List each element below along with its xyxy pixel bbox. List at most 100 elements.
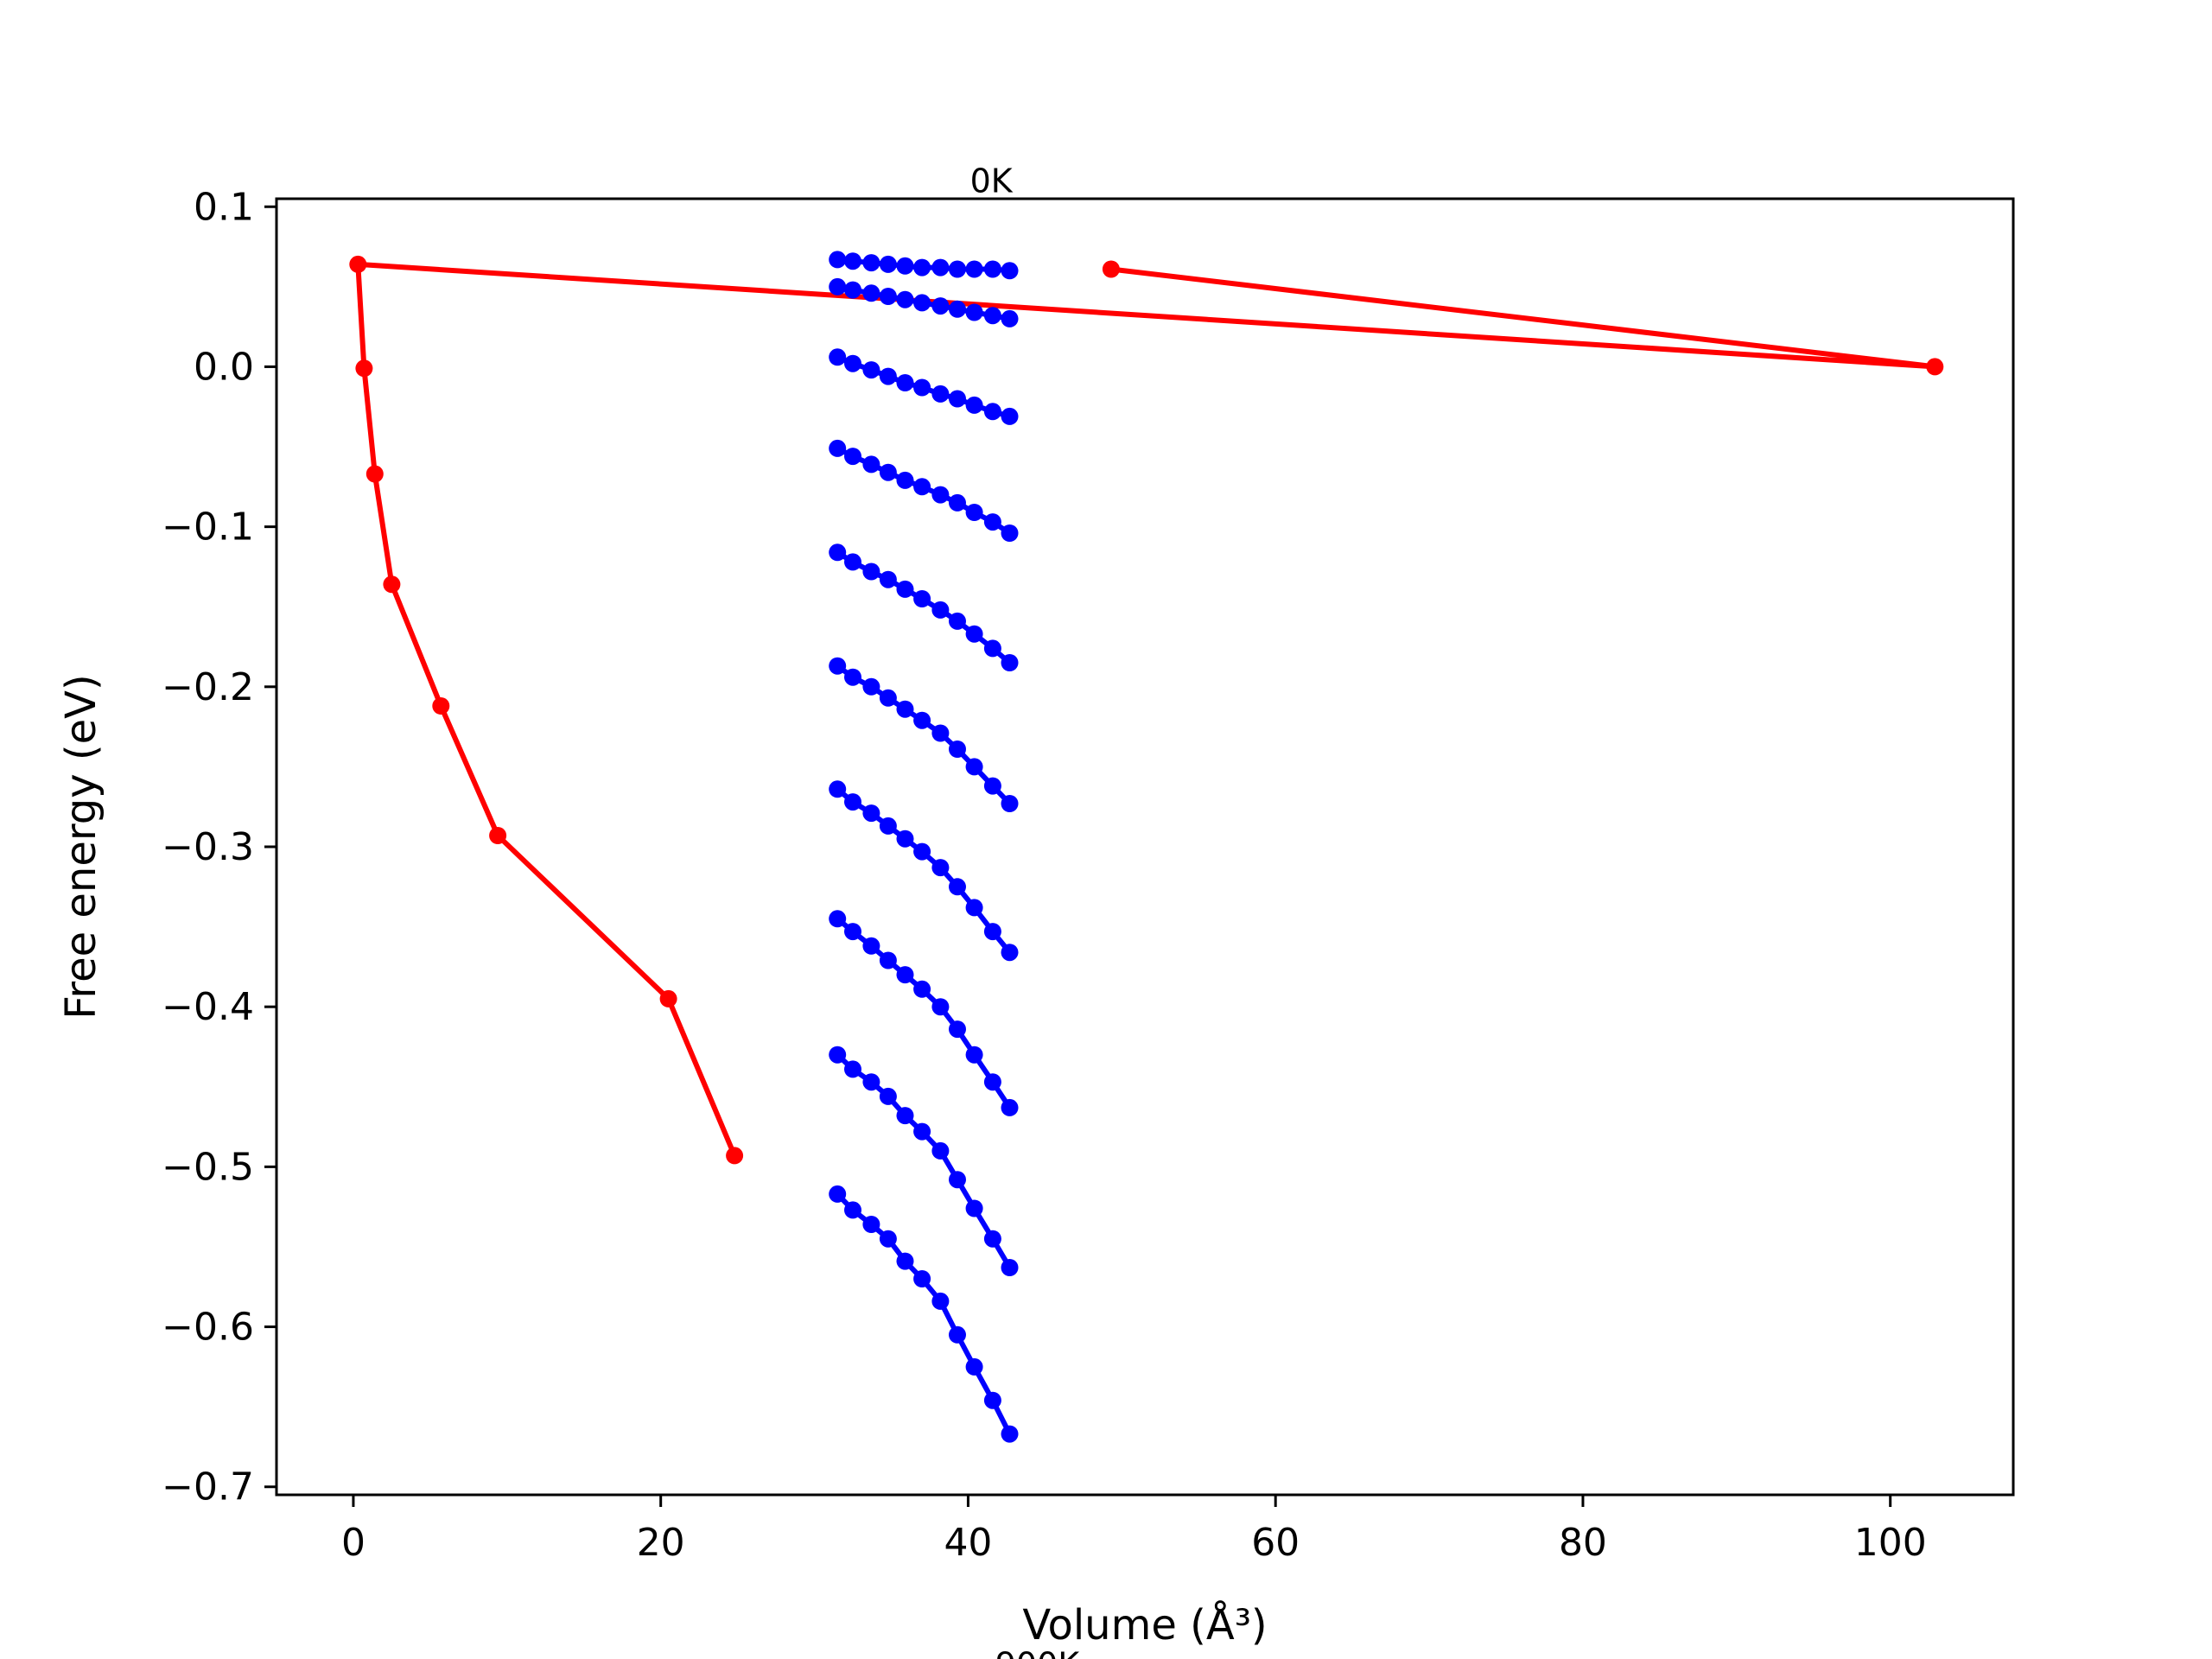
series-4-point bbox=[829, 439, 847, 457]
series-6-point bbox=[1001, 795, 1019, 812]
x-tick-label: 80 bbox=[1559, 1521, 1607, 1565]
series-0-point bbox=[1102, 260, 1120, 278]
series-8-point bbox=[949, 1020, 966, 1039]
series-4-point bbox=[1001, 524, 1019, 542]
series-1-point bbox=[913, 258, 931, 276]
y-tick-label: −0.2 bbox=[162, 665, 254, 709]
series-4-point bbox=[965, 504, 983, 521]
series-2-point bbox=[896, 290, 914, 308]
x-tick-label: 0 bbox=[341, 1521, 365, 1565]
series-10-point bbox=[896, 1252, 914, 1270]
series-3-point bbox=[1001, 407, 1019, 425]
series-7-point bbox=[965, 899, 983, 917]
series-2-point bbox=[862, 284, 880, 302]
series-10-point bbox=[949, 1325, 966, 1344]
series-6-point bbox=[829, 657, 847, 675]
series-1-point bbox=[1001, 262, 1019, 280]
series-8-point bbox=[896, 966, 914, 984]
series-10-point bbox=[862, 1216, 880, 1233]
series-4-point bbox=[879, 463, 897, 481]
series-9-point bbox=[931, 1141, 950, 1160]
series-5-point bbox=[931, 601, 950, 619]
series-9-point bbox=[879, 1087, 897, 1105]
series-9-point bbox=[862, 1073, 880, 1091]
series-1-point bbox=[983, 260, 1001, 278]
x-tick-label: 100 bbox=[1854, 1521, 1927, 1565]
series-layer bbox=[349, 251, 1944, 1443]
series-1-point bbox=[862, 254, 880, 272]
series-5-point bbox=[983, 639, 1001, 658]
series-6-point bbox=[913, 711, 931, 729]
series-2-point bbox=[949, 300, 966, 318]
series-7-point bbox=[983, 923, 1001, 941]
series-10-point bbox=[913, 1270, 931, 1287]
y-axis-label: Free energy (eV) bbox=[57, 674, 105, 1019]
x-tick-label: 60 bbox=[1251, 1521, 1300, 1565]
series-3-point bbox=[829, 348, 847, 366]
series-9-point bbox=[913, 1122, 931, 1141]
series-2-point bbox=[913, 294, 931, 312]
series-7-point bbox=[1001, 944, 1019, 962]
series-5-point bbox=[1001, 654, 1019, 671]
series-9-point bbox=[829, 1046, 847, 1064]
series-8-point bbox=[965, 1046, 983, 1064]
series-8-point bbox=[879, 951, 897, 969]
series-2-point bbox=[1001, 309, 1019, 327]
annotations: 0K 900K bbox=[970, 162, 1081, 1659]
series-5-point bbox=[913, 590, 931, 607]
series-10-point bbox=[829, 1185, 847, 1203]
series-4-point bbox=[949, 493, 966, 512]
series-8-point bbox=[931, 998, 950, 1016]
series-5-point bbox=[829, 543, 847, 562]
series-10-point bbox=[1001, 1425, 1019, 1443]
x-axis-ticks: 0 20 40 60 80 100 bbox=[341, 1495, 1927, 1565]
series-0-point bbox=[349, 255, 367, 273]
series-3-point bbox=[931, 385, 950, 403]
series-10-point bbox=[983, 1391, 1001, 1409]
y-tick-label: −0.7 bbox=[162, 1465, 254, 1510]
series-2-point bbox=[844, 281, 861, 299]
x-axis-label: Volume (Å³) bbox=[1022, 1600, 1267, 1649]
y-tick-label: 0.0 bbox=[194, 345, 254, 389]
series-3-point bbox=[913, 378, 931, 397]
series-7-point bbox=[913, 842, 931, 861]
series-4-point bbox=[896, 471, 914, 489]
series-1-point bbox=[949, 260, 966, 278]
series-2-point bbox=[983, 307, 1001, 325]
series-6-point bbox=[844, 668, 861, 686]
series-8-point bbox=[844, 923, 861, 941]
series-4-point bbox=[913, 478, 931, 496]
series-9-point bbox=[949, 1171, 966, 1189]
series-4-point bbox=[862, 455, 880, 474]
series-9-point bbox=[983, 1230, 1001, 1248]
series-4-point bbox=[983, 513, 1001, 531]
series-0-line bbox=[355, 261, 1938, 1157]
series-10-point bbox=[879, 1230, 897, 1248]
series-3-point bbox=[862, 361, 880, 379]
series-0-point bbox=[355, 359, 373, 378]
series-8-point bbox=[862, 937, 880, 955]
series-6-point bbox=[879, 689, 897, 707]
series-2-point bbox=[829, 277, 847, 296]
series-0-point bbox=[365, 465, 384, 483]
series-2-point bbox=[965, 303, 983, 321]
series-6-point bbox=[965, 758, 983, 776]
series-4-point bbox=[931, 486, 950, 504]
series-9-point bbox=[965, 1199, 983, 1217]
series-3-point bbox=[965, 396, 983, 414]
series-9-point bbox=[1001, 1259, 1019, 1276]
series-2-point bbox=[879, 288, 897, 305]
y-tick-label: −0.3 bbox=[162, 825, 254, 869]
series-6-point bbox=[862, 677, 880, 696]
series-5-point bbox=[949, 612, 966, 630]
series-1-point bbox=[844, 252, 861, 270]
series-7-point bbox=[931, 859, 950, 877]
series-0-point bbox=[432, 697, 450, 715]
series-1-point bbox=[829, 251, 847, 269]
series-0-point bbox=[383, 575, 401, 594]
series-9-point bbox=[896, 1107, 914, 1125]
series-3-point bbox=[896, 374, 914, 391]
series-6-point bbox=[896, 700, 914, 718]
